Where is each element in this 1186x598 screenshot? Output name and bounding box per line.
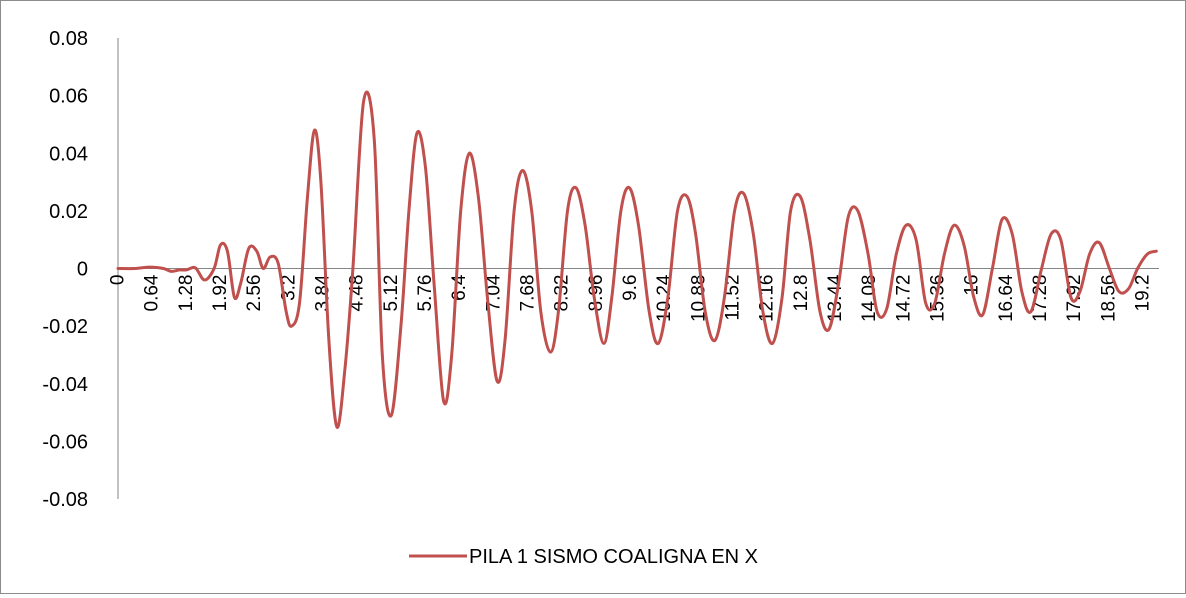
y-tick-label: -0.06	[42, 431, 88, 453]
x-tick-label: 14.08	[859, 275, 880, 323]
x-tick-label: 8.32	[552, 275, 573, 312]
x-tick-label: 1.28	[176, 275, 197, 312]
x-tick-label: 0	[108, 275, 129, 286]
x-tick-label: 11.52	[722, 275, 743, 321]
y-tick-label: -0.08	[42, 489, 88, 511]
x-tick-label: 16.64	[996, 274, 1017, 322]
x-tick-label: 7.68	[517, 275, 538, 312]
y-tick-label: 0.02	[49, 201, 88, 223]
series-group	[116, 90, 1158, 429]
series-line	[116, 90, 1158, 429]
x-tick-label: 3.84	[312, 274, 333, 311]
x-tick-label: 17.28	[1030, 275, 1051, 323]
y-tick-label: 0.04	[49, 143, 88, 165]
y-tick-label: 0.08	[49, 28, 88, 50]
x-tick-label: 5.76	[415, 275, 436, 312]
legend: PILA 1 SISMO COALIGNA EN X	[409, 546, 758, 568]
x-tick-label: 15.36	[927, 275, 948, 323]
legend-label: PILA 1 SISMO COALIGNA EN X	[469, 546, 758, 568]
x-tick-label: 18.56	[1098, 275, 1119, 323]
x-tick-label: 19.2	[1132, 275, 1153, 312]
x-tick-label: 0.64	[142, 274, 163, 311]
x-tick-label: 5.12	[381, 275, 402, 312]
x-tick-label: 9.6	[620, 275, 641, 301]
x-tick-label: 1.92	[210, 275, 231, 312]
x-axis: 0 0.64 1.28 1.92 2.56 3.2 3.84 4.48 5.12 5.76 6.4 7…	[108, 268, 1159, 323]
x-tick-label: 14.72	[893, 275, 914, 323]
y-tick-label: -0.02	[42, 316, 88, 338]
x-tick-label: 6.4	[449, 274, 470, 301]
y-tick-label: -0.04	[42, 374, 88, 396]
y-axis: 0.08 0.06 0.04 0.02 0 -0.02 -0.04 -0.06 -0.08	[42, 28, 119, 511]
x-tick-label: 12.8	[791, 275, 812, 312]
x-tick-label: 2.56	[244, 275, 265, 312]
y-tick-label: 0.06	[49, 86, 88, 108]
y-tick-label: 0	[77, 259, 88, 281]
